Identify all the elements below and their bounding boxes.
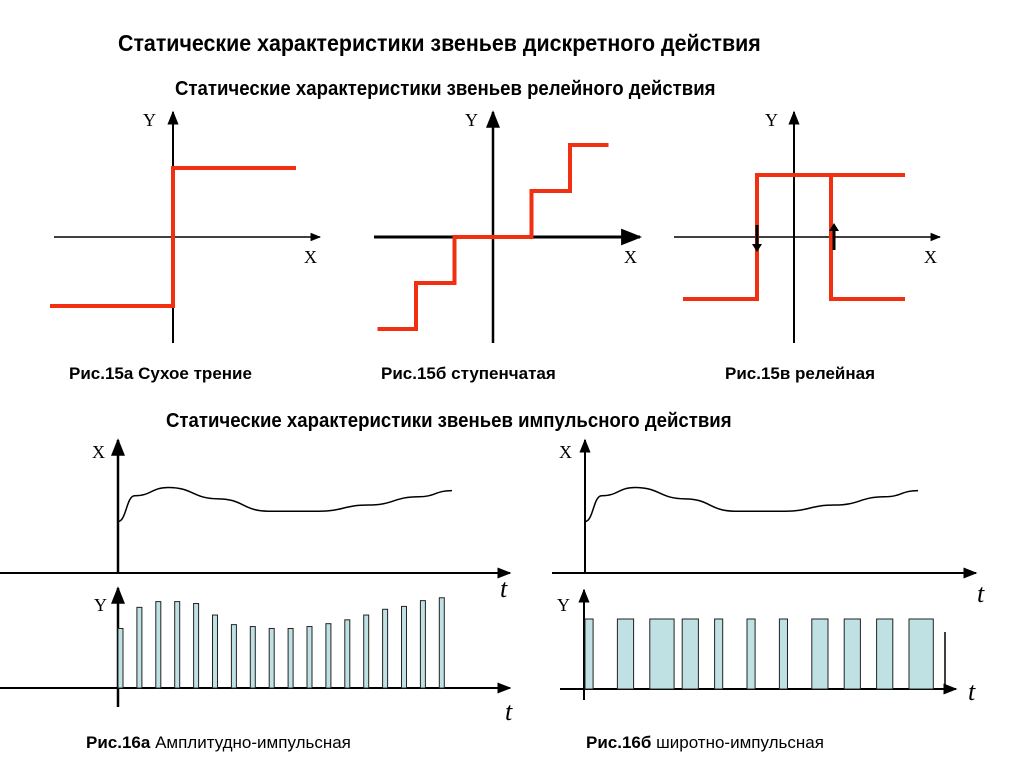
y-axis-label: Y [143,110,156,130]
relay-section-title: Статические характеристики звеньев релей… [175,78,716,100]
pulse-bar [117,627,124,689]
characteristic-line [377,143,609,331]
caption-prefix: Рис.16а [86,733,151,752]
caption-name: Амплитудно-импульсная [150,733,351,752]
caption-fig16b: Рис.16б широтно-импульсная [586,733,824,753]
pulse-bar [325,623,332,689]
pulse-bar [908,618,934,690]
caption-prefix: Рис.16б [586,733,652,752]
pulse-bar [876,618,894,690]
pulse-bar [287,627,294,689]
figure-16b [552,438,978,700]
arrow-down-icon [752,244,762,252]
y-axis-label: Y [465,110,478,130]
x-axis-label: X [624,247,637,267]
x-axis-label: X [304,247,317,267]
pulse-bar [714,618,724,690]
caption-prefix: Рис.15в [725,364,791,383]
figure-15v [674,110,942,343]
x-signal-label: X [92,442,105,462]
pulse-bar [136,606,143,689]
main-title: Статические характеристики звеньев дискр… [118,30,761,56]
signal-curve [117,486,453,523]
pulse-bar [584,618,594,690]
figure-15a [50,110,322,343]
t-axis-label: t [968,677,976,706]
pulse-bar [193,603,200,689]
pulse-bar [249,626,256,689]
caption-name: релейная [790,364,876,383]
caption-name: ступенчатая [451,364,556,383]
y-axis-label: Y [765,110,778,130]
figure-16a [0,438,512,707]
pulse-bar [230,624,237,689]
pulse-bar [382,608,389,689]
caption-prefix: Рис.15а [69,364,134,383]
caption-name: Сухое трение [138,364,252,383]
arrow-up-icon [829,223,839,231]
caption-fig15a: Рис.15а Сухое трение [69,364,252,384]
pulse-bar [681,618,699,690]
pulse-bar [344,619,351,689]
pulse-bar [268,627,275,689]
t-axis-label: t [505,697,513,726]
pulse-bar [306,626,313,689]
x-signal-label: X [559,442,572,462]
characteristic-line [50,166,296,308]
figure-15b [374,110,643,343]
y-pulse-label: Y [557,595,570,615]
pulse-bar [419,600,426,689]
signal-curve [584,486,919,523]
caption-name: широтно-импульсная [651,733,824,752]
pulse-bar [212,614,218,689]
t-axis-label: t [500,574,508,603]
caption-fig15v: Рис.15в релейная [725,364,875,384]
pulse-section-title: Статические характеристики звеньев импул… [166,410,732,432]
pulse-bar [649,618,675,690]
pulse-bar [401,605,407,689]
pulse-bar [843,618,861,690]
pulse-bar [616,618,635,690]
pulse-bar [363,614,370,689]
pulse-bar [778,618,789,690]
caption-fig16a: Рис.16а Амплитудно-импульсная [86,733,351,753]
pulse-bar [155,601,162,689]
x-axis-label: X [924,247,937,267]
pulse-bar [746,618,756,690]
pulse-bar [438,597,445,689]
caption-prefix: Рис.15б [381,364,447,383]
y-pulse-label: Y [94,595,107,615]
caption-fig15b: Рис.15б ступенчатая [381,364,556,384]
pulse-bar [174,601,181,689]
pulse-bar [811,618,829,690]
t-axis-label: t [977,579,985,608]
